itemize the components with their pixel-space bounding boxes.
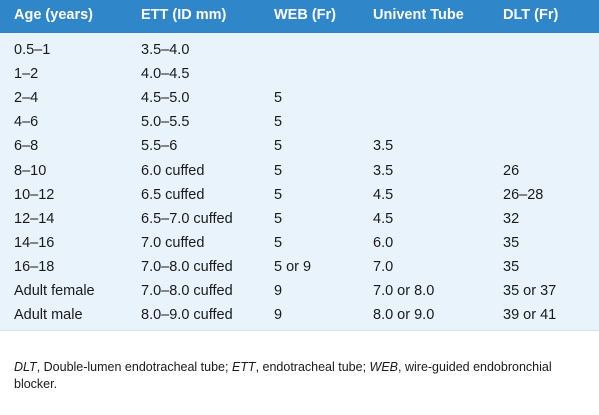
cell-univent: 7.0 (373, 258, 394, 275)
cell-web: 5 (274, 210, 283, 227)
cell-univent: 4.5 (373, 210, 394, 227)
cell-age: Adult female (14, 283, 95, 299)
cell-ett: 6.0 cuffed (141, 162, 205, 179)
cell-ett: 5.0–5.5 (141, 114, 190, 131)
cell-univent: 6.0 (373, 234, 394, 251)
header-ett: ETT (ID mm) (141, 7, 227, 23)
header-dlt: DLT (Fr) (503, 7, 559, 23)
cell-age: 8–10 (14, 162, 47, 179)
header-age: Age (years) (14, 7, 93, 23)
footnote-abbr-ett: ETT (231, 360, 256, 374)
table-row: Adult female 7.0–8.0 cuffed 9 7.0 or 8.0 35 … (0, 279, 599, 303)
table-row: 8–10 6.0 cuffed 5 3.5 26 (0, 159, 599, 183)
table-row: 2–4 4.5–5.0 5 (0, 86, 599, 110)
cell-ett: 6.5–7.0 cuffed (141, 210, 233, 227)
cell-univent: 3.5 (373, 162, 394, 179)
cell-web: 5 (274, 234, 283, 251)
cell-age: Adult male (14, 307, 83, 324)
table-row: 0.5–1 3.5–4.0 (0, 38, 599, 62)
cell-dlt: 35 (503, 258, 520, 275)
cell-web: 5 (274, 186, 283, 203)
table-row: 4–6 5.0–5.5 5 (0, 110, 599, 134)
cell-age: 10–12 (14, 186, 55, 203)
cell-ett: 6.5 cuffed (141, 186, 205, 203)
table-footnote: DLT, Double-lumen endotracheal tube; ETT… (0, 330, 599, 415)
table-row: 6–8 5.5–6 5 3.5 (0, 134, 599, 158)
cell-age: 14–16 (14, 234, 55, 251)
cell-web: 5 (274, 162, 283, 179)
cell-web: 9 (274, 307, 283, 324)
cell-age: 0.5–1 (14, 42, 51, 58)
cell-dlt: 32 (503, 210, 520, 227)
footnote-text: DLT, Double-lumen endotracheal tube; ETT… (14, 359, 574, 393)
footnote-def-web: , wire-guided endobronchial blocker. (14, 360, 552, 391)
cell-univent: 4.5 (373, 186, 394, 203)
cell-age: 4–6 (14, 114, 39, 131)
cell-age: 1–2 (14, 66, 39, 83)
table-row: 16–18 7.0–8.0 cuffed 5 or 9 7.0 35 (0, 255, 599, 279)
footnote-def-ett: , endotracheal tube; (255, 360, 370, 374)
cell-age: 6–8 (14, 138, 39, 155)
table-row: 12–14 6.5–7.0 cuffed 5 4.5 32 (0, 207, 599, 231)
table-row: 10–12 6.5 cuffed 5 4.5 26–28 (0, 183, 599, 207)
cell-ett: 7.0–8.0 cuffed (141, 258, 233, 275)
cell-dlt: 26 (503, 162, 520, 179)
table-row: 1–2 4.0–4.5 (0, 62, 599, 86)
cell-ett: 4.5–5.0 (141, 90, 190, 107)
header-web: WEB (Fr) (274, 7, 337, 23)
cell-web: 5 (274, 138, 283, 155)
cell-web: 5 or 9 (274, 258, 312, 275)
cell-age: 16–18 (14, 258, 55, 275)
cell-univent: 3.5 (373, 138, 394, 155)
cell-dlt: 26–28 (503, 186, 544, 203)
cell-univent: 7.0 or 8.0 (373, 283, 435, 299)
cell-dlt: 35 (503, 234, 520, 251)
cell-web: 5 (274, 90, 283, 107)
table-header-row: Age (years) ETT (ID mm) WEB (Fr) Univent… (0, 0, 599, 33)
cell-dlt: 39 or 41 (503, 307, 557, 324)
cell-univent: 8.0 or 9.0 (373, 307, 435, 324)
table-row: Adult male 8.0–9.0 cuffed 9 8.0 or 9.0 39 or… (0, 303, 599, 327)
table-row: 14–16 7.0 cuffed 5 6.0 35 (0, 231, 599, 255)
cell-web: 5 (274, 114, 283, 131)
cell-age: 2–4 (14, 90, 39, 107)
cell-ett: 3.5–4.0 (141, 42, 190, 58)
data-table: Age (years) ETT (ID mm) WEB (Fr) Univent… (0, 0, 599, 330)
header-univent: Univent Tube (373, 7, 464, 23)
cell-ett: 8.0–9.0 cuffed (141, 307, 233, 324)
footnote-abbr-dlt: DLT (14, 360, 37, 374)
cell-age: 12–14 (14, 210, 55, 227)
cell-web: 9 (274, 283, 283, 299)
footnote-def-dlt: , Double-lumen endotracheal tube; (36, 360, 232, 374)
cell-dlt: 35 or 37 (503, 283, 557, 299)
cell-ett: 4.0–4.5 (141, 66, 190, 83)
cell-ett: 7.0–8.0 cuffed (141, 283, 233, 299)
footnote-abbr-web: WEB (369, 360, 399, 374)
cell-ett: 7.0 cuffed (141, 234, 205, 251)
cell-ett: 5.5–6 (141, 138, 178, 155)
